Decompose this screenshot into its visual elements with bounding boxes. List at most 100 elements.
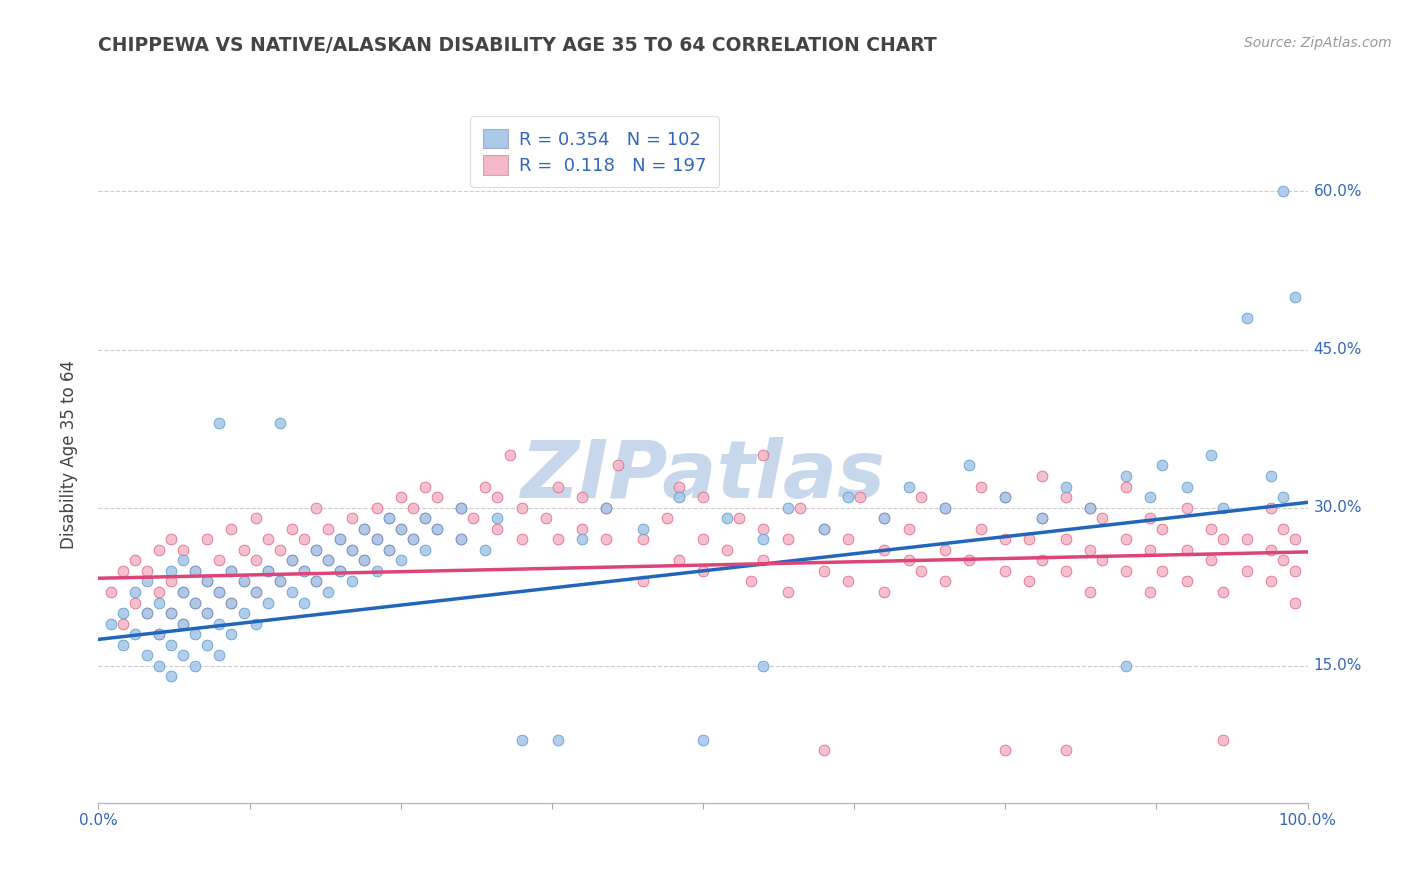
Point xyxy=(789,500,811,515)
Point xyxy=(402,533,425,547)
Point xyxy=(135,606,157,620)
Point xyxy=(474,542,496,557)
Point xyxy=(813,564,835,578)
Point xyxy=(1054,479,1077,493)
Point xyxy=(1031,553,1053,567)
Point xyxy=(377,542,399,557)
Point xyxy=(124,585,146,599)
Point xyxy=(740,574,762,589)
Point xyxy=(221,564,243,578)
Point xyxy=(994,743,1017,757)
Point xyxy=(281,553,304,567)
Point xyxy=(474,479,496,493)
Point xyxy=(1284,290,1306,304)
Point xyxy=(353,522,375,536)
Point xyxy=(413,479,436,493)
Point xyxy=(1272,522,1295,536)
Point xyxy=(1152,522,1174,536)
Point xyxy=(184,564,207,578)
Point xyxy=(1018,574,1040,589)
Point xyxy=(1212,732,1234,747)
Point xyxy=(160,574,183,589)
Point xyxy=(776,585,799,599)
Point xyxy=(135,574,157,589)
Point xyxy=(245,553,267,567)
Point xyxy=(692,564,714,578)
Point xyxy=(256,595,278,609)
Point xyxy=(752,533,775,547)
Point xyxy=(1260,500,1282,515)
Point xyxy=(450,533,472,547)
Point xyxy=(547,533,569,547)
Point xyxy=(1031,469,1053,483)
Point xyxy=(1139,490,1161,504)
Point xyxy=(172,616,194,631)
Point xyxy=(728,511,751,525)
Point xyxy=(897,522,920,536)
Point xyxy=(148,658,170,673)
Point xyxy=(377,511,399,525)
Point xyxy=(100,616,122,631)
Point xyxy=(1091,511,1114,525)
Point xyxy=(994,490,1017,504)
Point xyxy=(873,511,896,525)
Point xyxy=(873,542,896,557)
Point xyxy=(389,490,412,504)
Point xyxy=(1115,469,1137,483)
Point xyxy=(934,542,956,557)
Point xyxy=(377,542,399,557)
Point xyxy=(1272,490,1295,504)
Point xyxy=(402,533,425,547)
Point xyxy=(160,564,183,578)
Point xyxy=(716,542,738,557)
Point xyxy=(1284,564,1306,578)
Point xyxy=(910,490,932,504)
Point xyxy=(1212,585,1234,599)
Point xyxy=(1175,574,1198,589)
Text: 45.0%: 45.0% xyxy=(1313,342,1362,357)
Point xyxy=(256,533,278,547)
Point xyxy=(172,553,194,567)
Point xyxy=(1054,564,1077,578)
Point xyxy=(316,522,339,536)
Point xyxy=(232,574,254,589)
Point xyxy=(160,606,183,620)
Text: ZIPatlas: ZIPatlas xyxy=(520,437,886,515)
Point xyxy=(366,500,388,515)
Point xyxy=(245,616,267,631)
Point xyxy=(1236,310,1258,325)
Point xyxy=(1115,533,1137,547)
Point xyxy=(957,458,980,473)
Point xyxy=(1115,658,1137,673)
Point xyxy=(292,564,315,578)
Point xyxy=(595,500,617,515)
Point xyxy=(498,448,520,462)
Point xyxy=(837,533,859,547)
Point xyxy=(221,564,243,578)
Point xyxy=(160,638,183,652)
Point xyxy=(195,606,218,620)
Point xyxy=(100,585,122,599)
Point xyxy=(837,490,859,504)
Point xyxy=(463,511,485,525)
Point xyxy=(208,553,231,567)
Point xyxy=(510,500,533,515)
Point xyxy=(631,574,654,589)
Point xyxy=(221,595,243,609)
Text: CHIPPEWA VS NATIVE/ALASKAN DISABILITY AGE 35 TO 64 CORRELATION CHART: CHIPPEWA VS NATIVE/ALASKAN DISABILITY AG… xyxy=(98,36,938,54)
Point xyxy=(837,574,859,589)
Point xyxy=(195,606,218,620)
Point xyxy=(450,500,472,515)
Point xyxy=(208,417,231,431)
Point xyxy=(184,564,207,578)
Point xyxy=(366,533,388,547)
Point xyxy=(160,533,183,547)
Point xyxy=(1139,511,1161,525)
Point xyxy=(426,490,449,504)
Point xyxy=(1031,511,1053,525)
Point xyxy=(148,627,170,641)
Point xyxy=(232,542,254,557)
Point xyxy=(1272,185,1295,199)
Point xyxy=(195,533,218,547)
Point xyxy=(1199,553,1222,567)
